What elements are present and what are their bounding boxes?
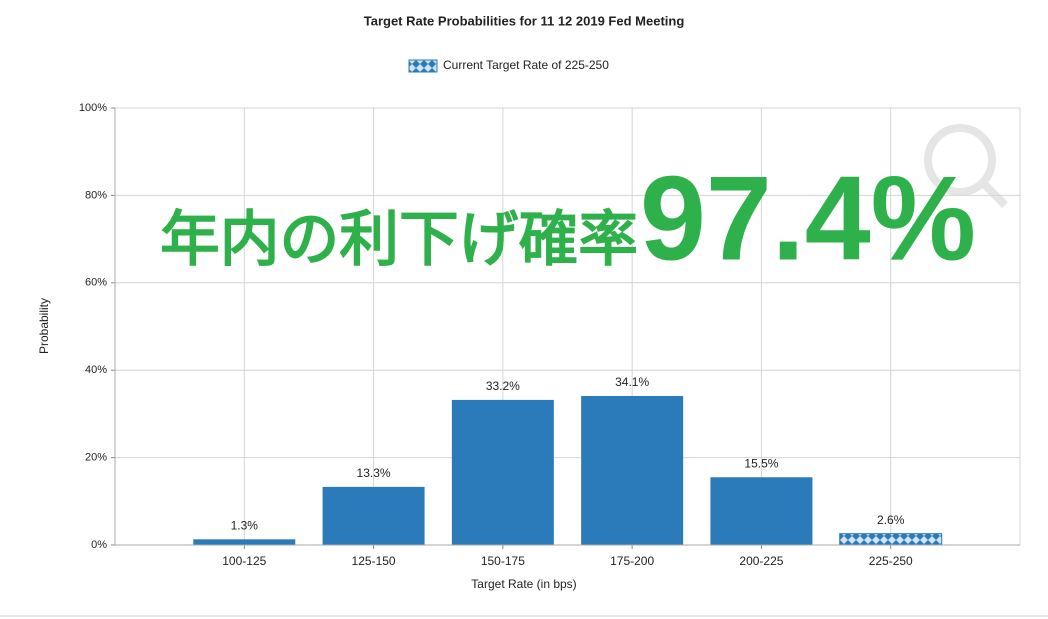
- x-tick-label: 200-225: [739, 554, 783, 568]
- data-label: 15.5%: [744, 456, 778, 470]
- chart-title: Target Rate Probabilities for 11 12 2019…: [364, 13, 685, 28]
- data-label: 33.2%: [486, 379, 520, 393]
- data-label: 13.3%: [357, 466, 391, 480]
- bar: [839, 533, 943, 546]
- data-label: 1.3%: [231, 518, 259, 532]
- y-axis-label: Probability: [37, 298, 51, 354]
- x-tick-label: 225-250: [869, 554, 913, 568]
- x-tick-label: 150-175: [481, 554, 525, 568]
- y-tick-label: 80%: [85, 189, 107, 201]
- y-tick-label: 60%: [85, 277, 107, 289]
- x-axis-label: Target Rate (in bps): [471, 577, 576, 591]
- x-tick-label: 175-200: [610, 554, 654, 568]
- data-label: 2.6%: [877, 513, 905, 527]
- y-tick-label: 100%: [79, 102, 107, 114]
- bar: [451, 399, 554, 545]
- data-label: 34.1%: [615, 375, 649, 389]
- annotation-text: 年内の利下げ確率: [160, 206, 638, 273]
- y-tick-label: 0%: [91, 539, 107, 551]
- x-tick-label: 125-150: [352, 554, 396, 568]
- plot-area: [115, 107, 1020, 546]
- legend-swatch: [408, 59, 438, 73]
- bar: [322, 486, 425, 545]
- bar: [193, 539, 296, 545]
- annotation-value: 97.4%: [640, 152, 976, 286]
- y-tick-label: 40%: [85, 364, 107, 376]
- bar: [710, 477, 813, 545]
- bar: [581, 395, 684, 545]
- legend-label: Current Target Rate of 225-250: [443, 58, 609, 72]
- y-tick-label: 20%: [85, 452, 107, 464]
- x-tick-label: 100-125: [222, 554, 266, 568]
